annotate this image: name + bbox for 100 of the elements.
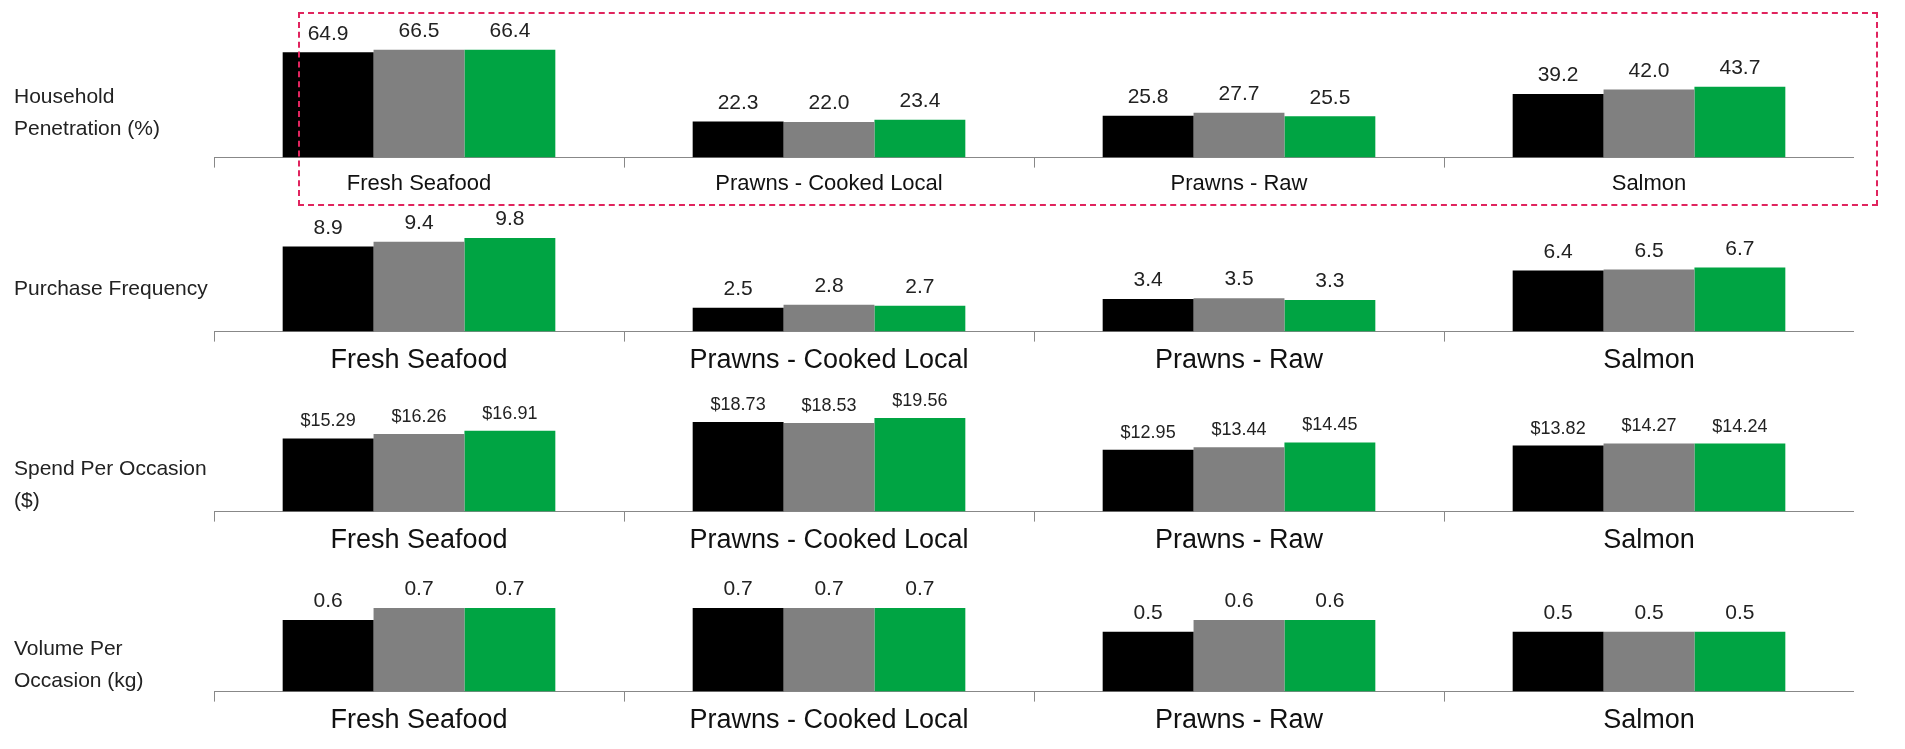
data-label: 6.7	[1725, 235, 1755, 259]
data-label: 6.4	[1543, 238, 1574, 262]
bar	[1603, 89, 1695, 158]
data-label: 66.4	[489, 18, 531, 42]
data-label: 42.0	[1628, 57, 1670, 81]
x-tick-label: Fresh Seafood	[330, 524, 508, 555]
data-label: 23.4	[899, 87, 941, 111]
bar	[1512, 445, 1604, 512]
data-label: $16.91	[482, 402, 538, 423]
bar	[373, 241, 465, 332]
data-label: $15.29	[300, 410, 356, 431]
x-tick-label: Fresh Seafood	[330, 704, 508, 735]
data-label: 8.9	[313, 214, 343, 238]
data-label: $19.56	[892, 390, 948, 411]
bar	[783, 121, 875, 158]
x-tick-label: Prawns - Raw	[1170, 169, 1308, 195]
bar	[1284, 300, 1376, 332]
data-label: $18.73	[710, 394, 766, 415]
bar	[1694, 267, 1786, 332]
bar	[1512, 270, 1604, 332]
x-tick-label: Salmon	[1603, 344, 1695, 375]
x-tick-label: Prawns - Cooked Local	[715, 169, 943, 195]
x-tick-label: Prawns - Raw	[1154, 344, 1324, 375]
data-label: 0.7	[495, 576, 525, 600]
x-tick-label: Fresh Seafood	[330, 344, 508, 375]
data-label: 3.5	[1224, 266, 1254, 290]
bar	[282, 52, 374, 158]
bar	[1603, 269, 1695, 332]
bar	[692, 422, 784, 512]
data-label: 2.8	[814, 273, 844, 297]
x-tick-label: Prawns - Cooked Local	[689, 344, 969, 375]
data-label: 0.7	[905, 576, 935, 600]
bar	[692, 121, 784, 158]
data-label: $16.26	[391, 405, 447, 426]
data-label: 43.7	[1719, 54, 1761, 78]
bar	[783, 304, 875, 332]
data-label: 0.7	[723, 576, 753, 600]
bar	[282, 246, 374, 332]
data-label: 3.4	[1133, 267, 1164, 291]
bar	[1193, 112, 1285, 158]
x-tick-label: Prawns - Cooked Local	[689, 704, 969, 735]
data-label: $14.27	[1621, 415, 1677, 436]
data-label: 0.7	[404, 576, 434, 600]
bar	[1284, 442, 1376, 512]
bar	[1102, 115, 1194, 158]
data-label: 0.7	[814, 576, 844, 600]
data-label: 0.6	[1224, 588, 1254, 612]
bar	[464, 49, 556, 158]
data-label: 0.5	[1543, 600, 1573, 624]
x-tick-label: Prawns - Raw	[1154, 524, 1324, 555]
bar	[1193, 298, 1285, 332]
x-tick-label: Prawns - Raw	[1154, 704, 1324, 735]
bar	[464, 237, 556, 332]
y-axis-title: Household Penetration (%)	[13, 83, 161, 141]
data-label: 39.2	[1537, 62, 1579, 86]
bar	[1193, 447, 1285, 512]
y-axis-title: Spend Per Occasion ($)	[13, 455, 208, 513]
x-tick-label: Fresh Seafood	[346, 169, 492, 195]
bar	[874, 305, 966, 332]
data-label: 66.5	[398, 17, 440, 41]
x-tick-label: Salmon	[1603, 524, 1695, 555]
data-label: 6.5	[1634, 237, 1664, 261]
data-label: 22.0	[808, 90, 850, 114]
bar	[464, 430, 556, 512]
bar	[1512, 93, 1604, 158]
data-label: $12.95	[1120, 421, 1176, 442]
bar	[1284, 116, 1376, 158]
data-label: 9.4	[404, 210, 434, 234]
data-label: 9.8	[495, 206, 525, 230]
bar	[783, 423, 875, 512]
data-label: 0.5	[1725, 600, 1755, 624]
bar	[1694, 443, 1786, 512]
x-tick-label: Prawns - Cooked Local	[689, 524, 969, 555]
bar	[282, 438, 374, 512]
bar	[373, 433, 465, 512]
data-label: 0.5	[1634, 600, 1664, 624]
data-label: $14.24	[1712, 415, 1768, 436]
bar	[1694, 86, 1786, 158]
x-tick-label: Salmon	[1603, 704, 1695, 735]
bar	[373, 49, 465, 158]
data-label: 64.9	[307, 20, 349, 44]
data-label: 3.3	[1315, 268, 1345, 292]
bar	[874, 418, 966, 512]
data-label: 2.5	[723, 276, 753, 299]
data-label: 0.6	[1315, 588, 1345, 612]
data-label: 22.3	[717, 89, 759, 113]
bar	[1102, 449, 1194, 512]
data-label: 0.6	[313, 588, 343, 612]
y-axis-title: Volume Per Occasion (kg)	[13, 635, 145, 693]
data-label: $14.45	[1302, 414, 1358, 435]
data-label: 25.8	[1127, 84, 1169, 108]
bar	[874, 119, 966, 158]
data-label: $13.44	[1211, 419, 1267, 440]
data-label: 25.5	[1309, 84, 1351, 108]
data-label: 2.7	[905, 274, 935, 298]
data-label: $13.82	[1530, 417, 1586, 438]
bar	[1102, 299, 1194, 332]
bar	[692, 307, 784, 332]
bar	[1603, 443, 1695, 512]
y-axis-title: Purchase Frequency	[13, 275, 209, 301]
